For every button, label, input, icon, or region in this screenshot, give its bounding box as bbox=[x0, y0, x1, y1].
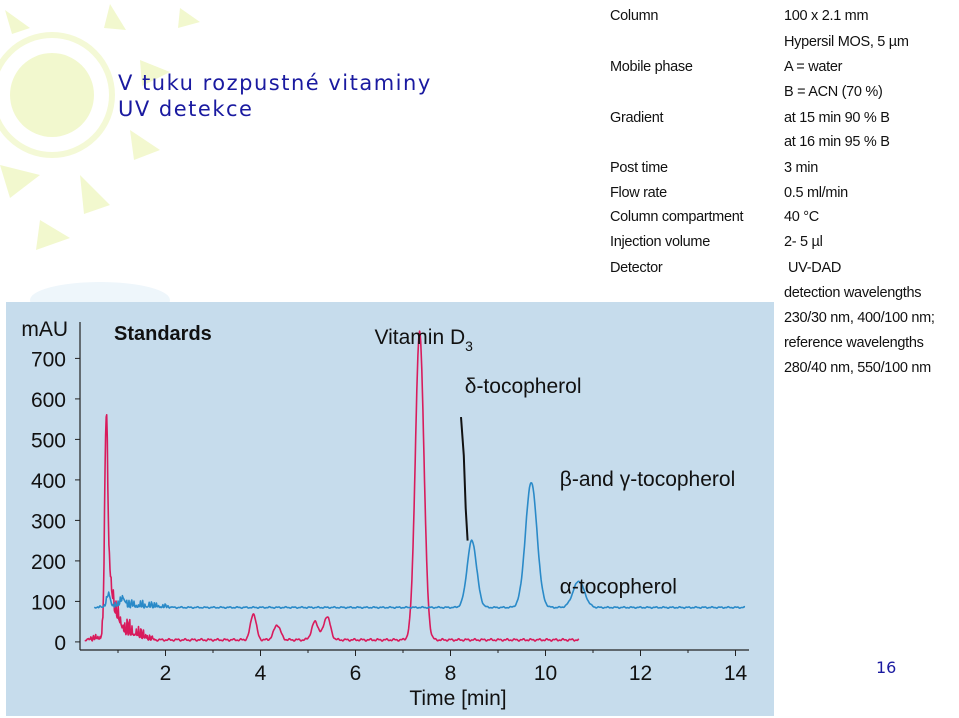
slide-title-line1: V tuku rozpustné vitaminy bbox=[118, 71, 432, 95]
condition-value: 230/30 nm, 400/100 nm; bbox=[784, 310, 935, 326]
condition-value: A = water bbox=[784, 59, 843, 75]
x-axis-title: Time [min] bbox=[409, 687, 506, 710]
y-tick-label: 100 bbox=[31, 591, 66, 614]
condition-value: 280/40 nm, 550/100 nm bbox=[784, 360, 931, 376]
peak-label-delta-tocopherol: δ-tocopherol bbox=[465, 375, 582, 398]
condition-value: UV-DAD bbox=[788, 260, 841, 276]
y-tick-label: 200 bbox=[31, 551, 66, 574]
condition-label-mobile-phase: Mobile phase bbox=[610, 59, 693, 75]
slide-title-line2: UV detekce bbox=[118, 97, 254, 121]
condition-label-column: Column bbox=[610, 8, 659, 24]
x-tick-label: 14 bbox=[724, 662, 748, 685]
x-tick-label: 10 bbox=[534, 662, 557, 685]
chromatogram-trace-2 bbox=[460, 417, 469, 541]
condition-value: detection wavelengths bbox=[784, 285, 922, 301]
condition-value: 3 min bbox=[784, 160, 818, 176]
y-axis-title: mAU bbox=[21, 318, 68, 341]
chromatography-conditions: Column 100 x 2.1 mm Hypersil MOS, 5 µm M… bbox=[608, 4, 959, 378]
condition-value: 2- 5 µl bbox=[784, 234, 823, 250]
x-tick-label: 6 bbox=[350, 662, 362, 685]
condition-label-column-compartment: Column compartment bbox=[610, 209, 744, 225]
chromatogram-trace-1 bbox=[93, 482, 746, 610]
condition-label-detector: Detector bbox=[610, 260, 663, 276]
y-tick-label: 0 bbox=[54, 632, 66, 655]
x-tick-label: 2 bbox=[160, 662, 172, 685]
cloud-decoration bbox=[30, 282, 170, 302]
y-tick-label: 600 bbox=[31, 389, 66, 412]
x-tick-label: 12 bbox=[629, 662, 652, 685]
y-tick-label: 300 bbox=[31, 510, 66, 533]
page-number: 16 bbox=[876, 658, 897, 677]
condition-value: at 15 min 90 % B bbox=[784, 110, 890, 126]
background-decoration bbox=[0, 4, 200, 302]
condition-value: reference wavelengths bbox=[784, 335, 924, 351]
chromatogram-trace-0 bbox=[84, 330, 580, 642]
peak-label-alpha-tocopherol: α-tocopherol bbox=[560, 575, 677, 598]
peak-label-beta-gamma-tocopherol: β-and γ-tocopherol bbox=[560, 468, 736, 491]
condition-label-flow-rate: Flow rate bbox=[610, 185, 667, 201]
condition-value: B = ACN (70 %) bbox=[784, 84, 883, 100]
condition-label-injection-volume: Injection volume bbox=[610, 234, 710, 250]
condition-label-gradient: Gradient bbox=[610, 110, 664, 126]
chromatogram-panel: 0 100 200 300 400 500 600 700 mAU 2 4 6 8 10 12 14 Time … bbox=[6, 302, 774, 716]
condition-value: 100 x 2.1 mm bbox=[784, 8, 869, 24]
y-tick-label: 400 bbox=[31, 470, 66, 493]
condition-value: Hypersil MOS, 5 µm bbox=[784, 34, 909, 50]
y-tick-label: 700 bbox=[31, 348, 66, 371]
condition-value: at 16 min 95 % B bbox=[784, 134, 890, 150]
chart-title: Standards bbox=[114, 323, 212, 345]
y-tick-label: 500 bbox=[31, 429, 66, 452]
condition-value: 0.5 ml/min bbox=[784, 185, 848, 201]
condition-value: 40 °C bbox=[784, 209, 819, 225]
condition-label-post-time: Post time bbox=[610, 160, 668, 176]
chromatogram-chart: 0 100 200 300 400 500 600 700 mAU 2 4 6 8 10 12 14 Time … bbox=[21, 318, 749, 710]
slide-title: V tuku rozpustné vitaminy UV detekce bbox=[118, 70, 432, 122]
x-tick-label: 4 bbox=[255, 662, 267, 685]
x-tick-label: 8 bbox=[445, 662, 457, 685]
peak-label-vitamin-d3: Vitamin D3 bbox=[375, 326, 474, 354]
sun-decoration bbox=[0, 4, 200, 250]
